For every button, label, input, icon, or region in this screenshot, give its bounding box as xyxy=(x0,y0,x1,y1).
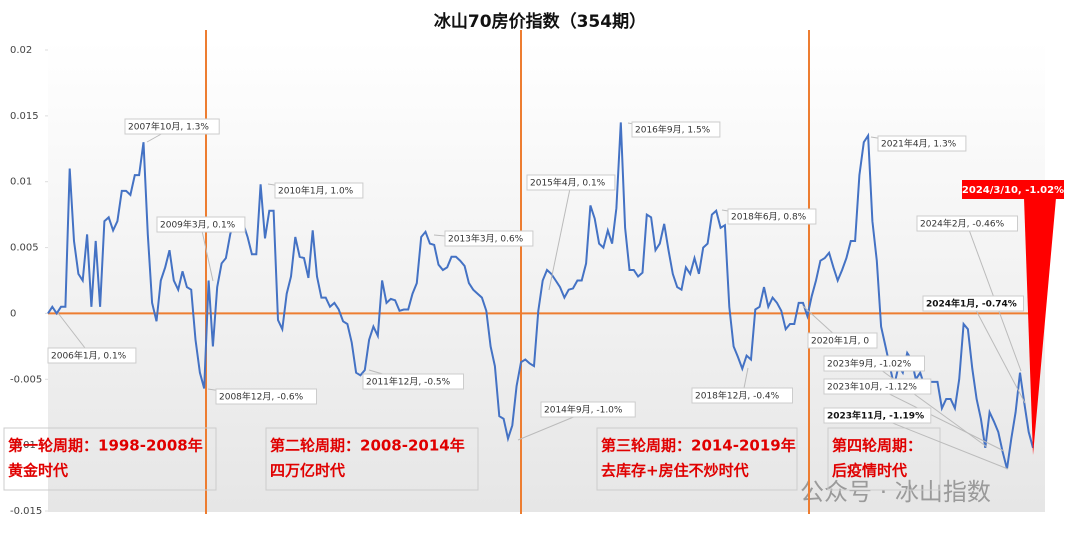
chart-title: 冰山70房价指数（354期） xyxy=(434,11,646,32)
period-title: 第四轮周期： xyxy=(832,437,922,455)
annotation: 2013年3月, 0.6% xyxy=(448,233,524,245)
annotation: 2021年4月, 1.3% xyxy=(881,138,957,150)
annotation: 2023年10月, -1.12% xyxy=(827,381,917,393)
annotation-box xyxy=(124,118,220,135)
y-tick-label: -0.01 xyxy=(10,440,36,451)
watermark: 公众号 · 冰山指数 xyxy=(800,478,991,506)
y-tick-label: -0.015 xyxy=(10,506,42,517)
leader-line xyxy=(972,304,1026,404)
leader-line xyxy=(200,225,214,282)
annotation-box xyxy=(215,388,317,405)
annotation: 2008年12月, -0.6% xyxy=(219,391,304,403)
annotation-box xyxy=(823,407,932,424)
annotation: 2024年1月, -0.74% xyxy=(926,298,1017,310)
annotation-box xyxy=(526,174,616,191)
y-tick-label: 0.005 xyxy=(10,243,39,254)
y-tick-label: 0.02 xyxy=(10,45,32,56)
annotation-box xyxy=(916,215,1018,232)
annotation-box xyxy=(540,401,636,418)
annotation: 2010年1月, 1.0% xyxy=(278,185,354,197)
period-title: 第一轮周期：1998-2008年 xyxy=(8,437,203,455)
annotation-box xyxy=(631,121,721,138)
y-tick-label: 0.015 xyxy=(10,111,39,122)
annotation-box xyxy=(922,295,1024,312)
period-subtitle: 四万亿时代 xyxy=(270,462,345,480)
leader-line xyxy=(877,387,1005,452)
annotation-box xyxy=(823,355,925,372)
annotation: 2015年4月, 0.1% xyxy=(530,177,606,189)
leader-line xyxy=(548,183,572,291)
period-subtitle: 去库存+房住不炒时代 xyxy=(601,462,749,480)
annotation-box xyxy=(727,208,817,225)
y-tick-label: 0.01 xyxy=(10,177,32,188)
annotation-box xyxy=(156,216,246,233)
period-subtitle: 后疫情时代 xyxy=(832,462,907,480)
annotation: 2007年10月, 1.3% xyxy=(128,121,209,133)
callout-box xyxy=(962,180,1064,199)
series-line xyxy=(47,122,1034,470)
period-box xyxy=(265,427,479,491)
annotation: 2018年12月, -0.4% xyxy=(695,390,780,402)
annotation: 2023年9月, -1.02% xyxy=(827,358,912,370)
period-title: 第三轮周期：2014-2019年 xyxy=(601,437,796,455)
period-title: 第二轮周期：2008-2014年 xyxy=(270,437,465,455)
y-tick-label: -0.005 xyxy=(10,374,42,385)
annotation: 2024年2月, -0.46% xyxy=(920,218,1005,230)
annotation-box xyxy=(274,182,364,199)
callout-label: 2024/3/10, -1.02% xyxy=(962,185,1064,196)
annotation: 2016年9月, 1.5% xyxy=(635,124,711,136)
annotation-box xyxy=(691,387,793,404)
annotation: 2018年6月, 0.8% xyxy=(731,211,807,223)
annotation-box xyxy=(362,373,464,390)
annotation: 2006年1月, 0.1% xyxy=(51,350,127,362)
y-tick-label: 0 xyxy=(10,308,16,319)
period-box xyxy=(827,427,941,491)
annotation: 2011年12月, -0.5% xyxy=(366,376,451,388)
annotation-box xyxy=(47,347,137,364)
annotation: 2009年3月, 0.1% xyxy=(160,219,236,231)
annotation: 2014年9月, -1.0% xyxy=(544,404,623,416)
period-box xyxy=(596,427,798,491)
annotation-box xyxy=(807,332,878,349)
callout-pointer xyxy=(1024,198,1056,455)
annotation-box xyxy=(823,378,932,395)
period-subtitle: 黄金时代 xyxy=(8,462,68,480)
annotation-box xyxy=(877,135,967,152)
period-box xyxy=(3,427,217,491)
annotation-box xyxy=(444,230,534,247)
annotation: 2020年1月, 0 xyxy=(811,335,869,347)
leader-line xyxy=(877,416,1009,470)
annotation: 2023年11月, -1.19% xyxy=(827,410,924,422)
